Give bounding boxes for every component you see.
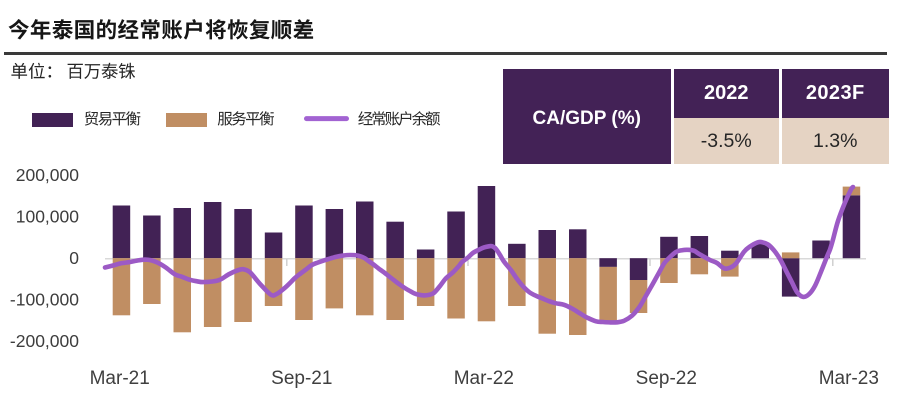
- svg-text:-100,000: -100,000: [10, 290, 79, 310]
- svg-text:100,000: 100,000: [16, 207, 80, 227]
- svg-text:Sep-22: Sep-22: [636, 368, 697, 389]
- svg-text:Mar-22: Mar-22: [454, 368, 514, 389]
- svg-text:Mar-21: Mar-21: [90, 368, 150, 389]
- svg-text:-200,000: -200,000: [10, 331, 79, 351]
- svg-text:Sep-21: Sep-21: [271, 368, 332, 389]
- svg-text:Mar-23: Mar-23: [819, 368, 879, 389]
- svg-text:200,000: 200,000: [16, 165, 80, 185]
- svg-text:0: 0: [69, 248, 79, 268]
